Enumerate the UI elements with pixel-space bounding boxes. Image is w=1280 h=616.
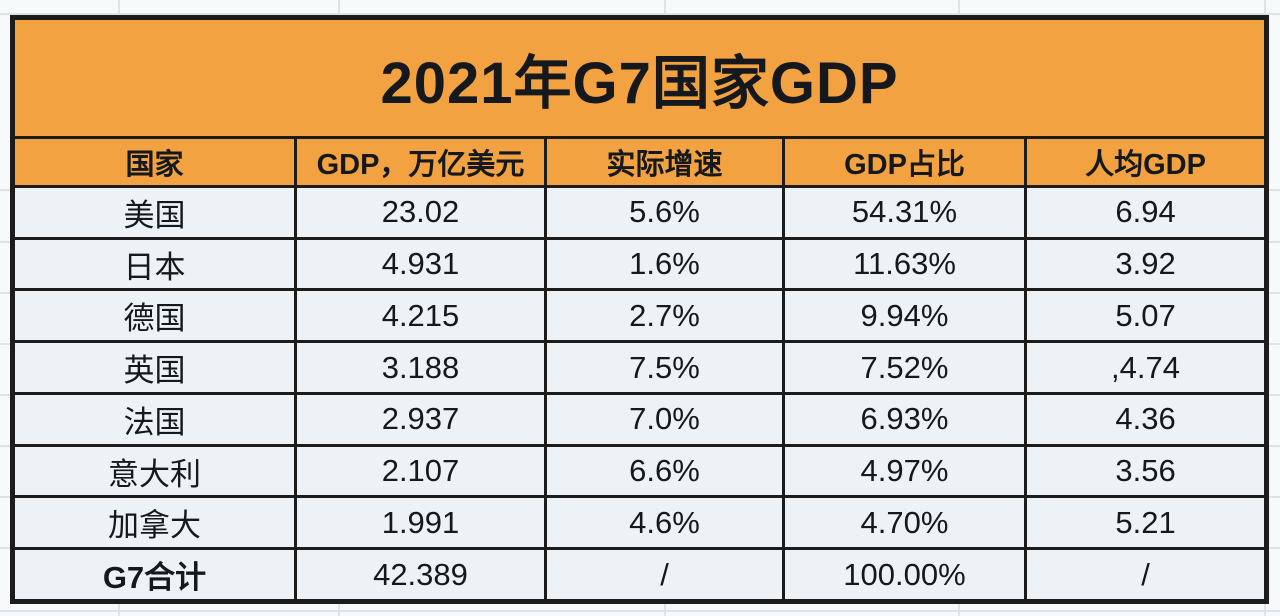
value-cell: 2.7% [544, 288, 785, 344]
value-cell: 3.56 [1023, 443, 1269, 499]
value-cell: 3.188 [294, 340, 547, 395]
value-cell: 1.6% [544, 236, 785, 292]
table-row: 英国 3.188 7.5% 7.52% ,4.74 [11, 340, 1269, 395]
value-cell: 4.931 [294, 236, 547, 292]
country-cell: 美国 [11, 185, 297, 240]
table-title: 2021年G7国家GDP [10, 16, 1269, 139]
column-header-gdp: GDP，万亿美元 [294, 136, 547, 188]
column-header-growth: 实际增速 [544, 136, 785, 188]
value-cell: 6.6% [544, 443, 785, 499]
table-row: 德国 4.215 2.7% 9.94% 5.07 [11, 288, 1269, 344]
value-cell: 23.02 [294, 185, 547, 240]
value-cell: 5.07 [1023, 288, 1269, 344]
column-header-share: GDP占比 [782, 136, 1027, 188]
country-cell: 日本 [11, 236, 297, 292]
value-cell: ,4.74 [1023, 340, 1269, 395]
value-cell: 7.0% [544, 391, 785, 447]
title-row: 2021年G7国家GDP [10, 16, 1269, 139]
value-cell: / [1023, 547, 1269, 603]
table-body: 美国 23.02 5.6% 54.31% 6.94 日本 4.931 1.6% 11.63% 3.… [11, 185, 1269, 603]
value-cell: 6.94 [1023, 185, 1269, 240]
value-cell: 7.52% [782, 340, 1027, 395]
value-cell: 3.92 [1023, 236, 1269, 292]
country-cell: 德国 [11, 288, 297, 344]
value-cell: 4.36 [1023, 391, 1269, 447]
table-row: 美国 23.02 5.6% 54.31% 6.94 [11, 185, 1269, 240]
header-row: 国家 GDP，万亿美元 实际增速 GDP占比 人均GDP [11, 136, 1269, 188]
total-row: G7合计 42.389/100.00% / [11, 547, 1269, 603]
table-row: 加拿大 1.991 4.6% 4.70% 5.21 [11, 495, 1269, 551]
value-cell: 54.31% [782, 185, 1027, 240]
country-cell: G7合计 [11, 547, 297, 603]
value-cell: 4.215 [294, 288, 547, 344]
sheet-gridline-horizontal [0, 13, 1280, 15]
value-cell: 2.107 [294, 443, 547, 499]
country-cell: 意大利 [11, 443, 297, 499]
value-cell: 11.63% [782, 236, 1027, 292]
column-header-country: 国家 [11, 136, 297, 188]
value-cell: 7.5% [544, 340, 785, 395]
value-cell: 4.70% [782, 495, 1027, 551]
gdp-table: 2021年G7国家GDP 国家 GDP，万亿美元 实际增速 GDP占比 人均GD… [10, 15, 1270, 604]
value-cell: 5.6% [544, 185, 785, 240]
value-cell: 42.389 [294, 547, 547, 603]
value-cell: / [544, 547, 785, 603]
table-row: 意大利 2.107 6.6% 4.97% 3.56 [11, 443, 1269, 499]
table-row: 法国 2.937 7.0% 6.93% 4.36 [11, 391, 1269, 447]
country-cell: 法国 [11, 391, 297, 447]
value-cell: 2.937 [294, 391, 547, 447]
sheet-gridline-horizontal [0, 610, 1280, 612]
value-cell: 5.21 [1023, 495, 1269, 551]
value-cell: 4.97% [782, 443, 1027, 499]
value-cell: 100.00% [782, 547, 1027, 603]
value-cell: 1.991 [294, 495, 547, 551]
value-cell: 4.6% [544, 495, 785, 551]
value-cell: 6.93% [782, 391, 1027, 447]
table-row: 日本 4.931 1.6% 11.63% 3.92 [11, 236, 1269, 292]
value-cell: 9.94% [782, 288, 1027, 344]
column-header-per-capita: 人均GDP [1023, 136, 1269, 188]
country-cell: 加拿大 [11, 495, 297, 551]
country-cell: 英国 [11, 340, 297, 395]
